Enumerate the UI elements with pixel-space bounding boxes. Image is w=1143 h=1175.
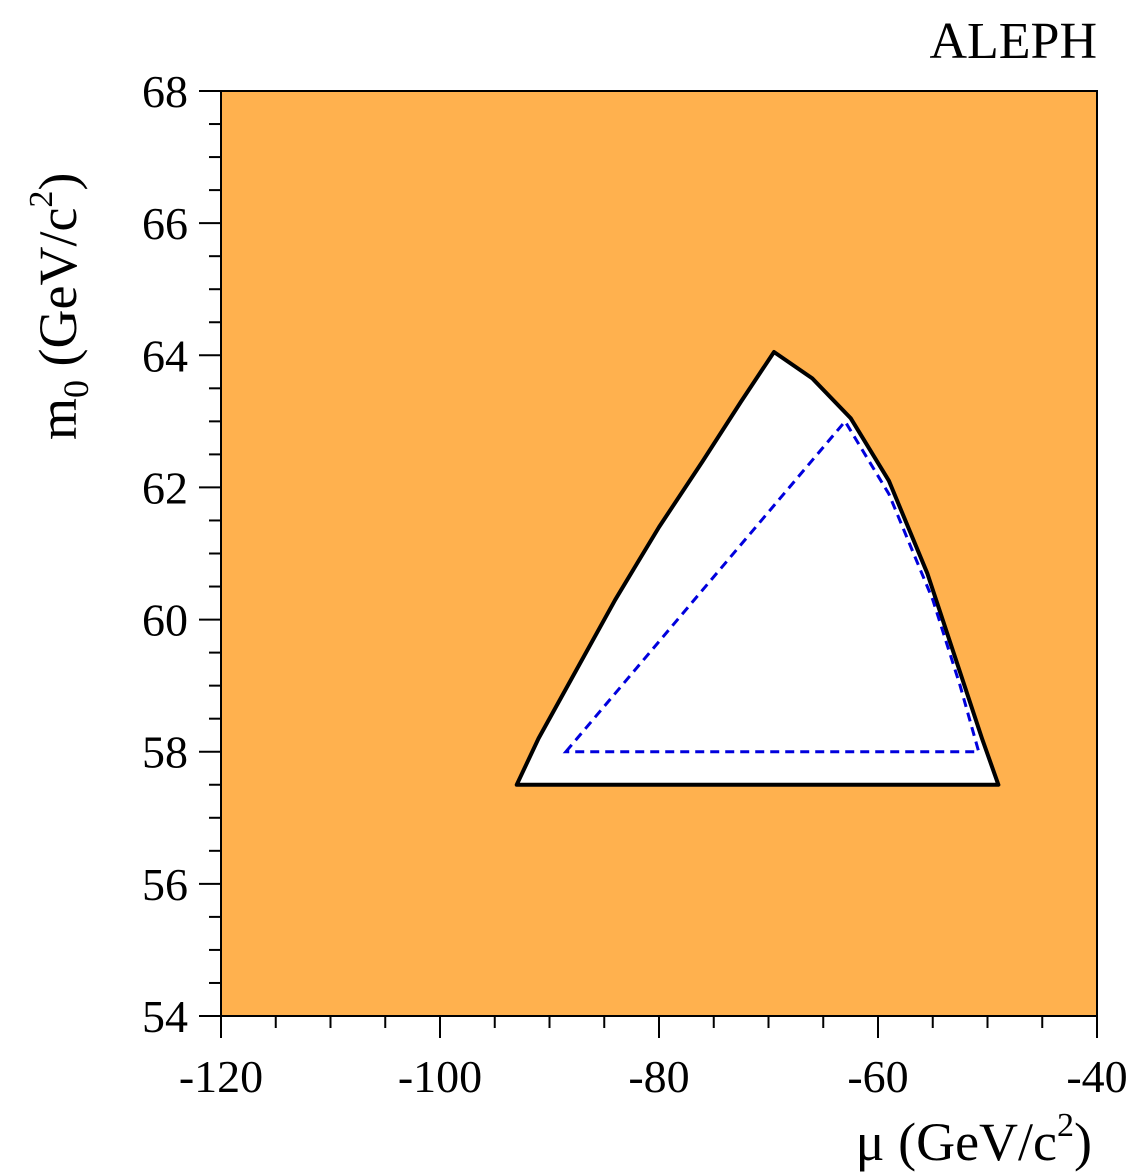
x-tick-label: -60 — [847, 1051, 908, 1102]
y-axis-title-superscript: 2 — [23, 191, 60, 208]
x-axis-title-close: ) — [1074, 1112, 1092, 1172]
y-tick-label: 60 — [142, 595, 188, 646]
x-tick-label: -40 — [1066, 1051, 1127, 1102]
y-tick-label: 68 — [142, 66, 188, 117]
y-tick-label: 66 — [142, 198, 188, 249]
y-tick-label: 56 — [142, 859, 188, 910]
expected-exclusion-contour — [562, 418, 981, 754]
y-tick-label: 64 — [142, 330, 188, 381]
y-tick-label: 62 — [142, 462, 188, 513]
x-tick-label: -100 — [398, 1051, 482, 1102]
y-axis-title-subscript: 0 — [56, 380, 96, 398]
y-axis-title-rest: (GeV/c — [28, 208, 88, 380]
x-axis-title: μ (GeV/c2) — [856, 1107, 1092, 1172]
y-tick-label: 54 — [142, 991, 188, 1042]
y-tick-label: 58 — [142, 727, 188, 778]
plot-area — [221, 91, 1097, 1016]
x-axis-title-main: μ (GeV/c — [856, 1112, 1057, 1172]
y-axis-title-close: ) — [28, 173, 88, 191]
y-axis-title-main: m — [28, 398, 88, 440]
x-axis-title-superscript: 2 — [1057, 1107, 1074, 1144]
x-tick-label: -120 — [179, 1051, 263, 1102]
x-tick-label: -80 — [628, 1051, 689, 1102]
observed-exclusion-contour — [514, 350, 1001, 787]
experiment-label: ALEPH — [929, 13, 1097, 70]
axes: -120 -100 -80 -60 -40 54 56 58 60 62 64 66 68 — [142, 66, 1128, 1102]
y-axis-title: m0 (GeV/c2) — [23, 173, 96, 440]
